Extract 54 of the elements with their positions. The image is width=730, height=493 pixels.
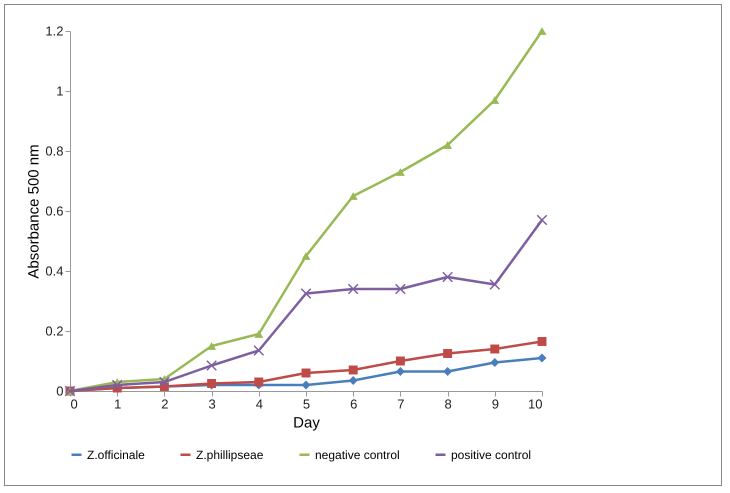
x-axis-title: Day — [293, 414, 320, 432]
x-tick-label: 0 — [70, 396, 78, 412]
point — [442, 272, 454, 282]
point — [396, 367, 405, 376]
x-tick-label: 9 — [492, 396, 499, 412]
x-tick-label: 6 — [350, 396, 358, 412]
legend-label: positive control — [451, 448, 532, 462]
x-tick-label: 5 — [302, 396, 310, 412]
point — [253, 345, 264, 356]
y-tick-label: 1.2 — [45, 24, 64, 38]
point — [348, 192, 358, 200]
x-tick-label: 1 — [114, 396, 122, 412]
point — [538, 27, 546, 35]
point — [254, 330, 264, 338]
legend-label: Z.phillipseae — [196, 448, 264, 462]
point — [348, 366, 358, 374]
point — [158, 376, 170, 388]
point — [489, 279, 500, 290]
x-tick-label: 8 — [444, 396, 452, 412]
x-tick-label: 2 — [161, 396, 169, 412]
x-tick-label: 3 — [208, 396, 216, 412]
point — [348, 284, 359, 294]
y-tick-label: 0 — [56, 384, 64, 398]
point — [538, 354, 546, 362]
point — [207, 342, 216, 350]
legend-label: negative control — [315, 448, 400, 462]
point — [396, 168, 405, 176]
point — [394, 284, 406, 294]
point — [348, 376, 358, 385]
point — [396, 356, 405, 366]
point — [206, 360, 218, 371]
point — [490, 358, 500, 367]
y-tick-label: 0.2 — [45, 324, 64, 338]
point — [443, 141, 452, 149]
point — [538, 337, 546, 346]
x-tick-label: 7 — [397, 396, 405, 412]
point — [302, 252, 310, 260]
point — [536, 214, 548, 226]
y-tick-label: 1 — [56, 84, 64, 98]
x-tick-label: 10 — [528, 396, 542, 412]
x-tick-label: 4 — [256, 396, 263, 412]
legend-label: Z.officinale — [87, 448, 146, 462]
point — [112, 380, 123, 390]
point — [490, 344, 500, 354]
y-tick-label: 0.8 — [45, 144, 64, 158]
point — [443, 367, 452, 376]
y-tick-label: 0.6 — [45, 204, 64, 218]
y-tick-label: 0.4 — [45, 264, 64, 278]
point — [254, 378, 264, 386]
point — [300, 288, 312, 299]
point — [443, 349, 452, 358]
y-axis-title: Absorbance 500 nm — [25, 144, 42, 279]
point — [302, 380, 310, 390]
point — [302, 368, 310, 378]
